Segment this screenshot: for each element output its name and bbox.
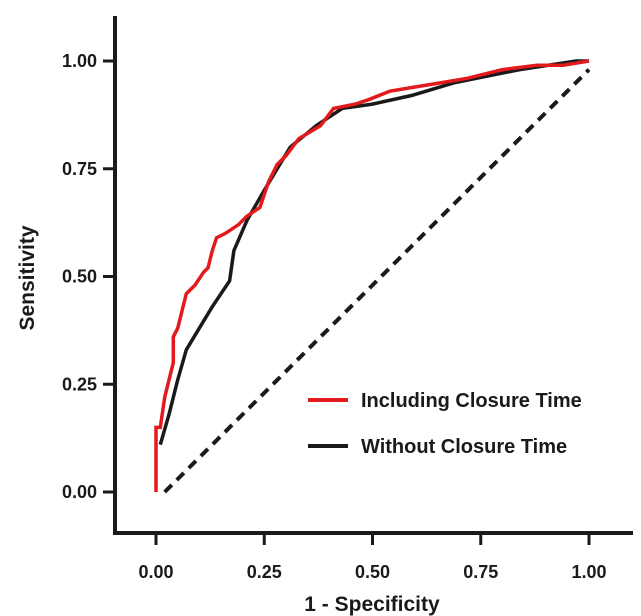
x-tick-label: 0.50	[355, 562, 390, 582]
series-without-closure-time-line	[158, 59, 589, 446]
x-tick-label: 0.00	[138, 562, 173, 582]
legend: Including Closure Time Without Closure Ti…	[308, 390, 582, 458]
ticks: 0.00 0.25 0.50 0.75 1.00 0.00 0.25 0.50 0.75 1.00	[62, 51, 607, 582]
legend-label: Without Closure Time	[361, 436, 567, 458]
x-axis-title: 1 - Specificity	[304, 593, 440, 616]
y-tick-label: 1.00	[62, 51, 97, 71]
x-tick-label: 1.00	[571, 562, 606, 582]
series-including-closure-time-line	[154, 59, 590, 492]
x-tick-label: 0.25	[247, 562, 282, 582]
y-tick-label: 0.00	[62, 482, 97, 502]
series-layer	[154, 59, 591, 494]
y-tick-label: 0.25	[62, 374, 97, 394]
reference-diagonal-line	[163, 68, 591, 494]
y-tick-label: 0.50	[62, 267, 97, 287]
x-tick-label: 0.75	[463, 562, 498, 582]
y-axis-title: Sensitivity	[16, 225, 39, 330]
y-tick-label: 0.75	[62, 159, 97, 179]
legend-label: Including Closure Time	[361, 390, 582, 412]
